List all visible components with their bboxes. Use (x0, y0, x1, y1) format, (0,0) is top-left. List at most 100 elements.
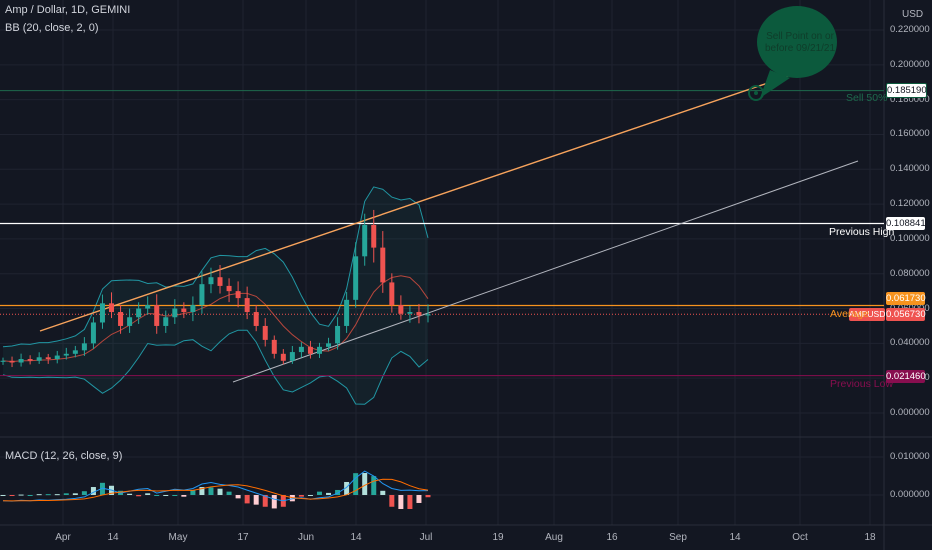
time-tick-label: 16 (606, 532, 618, 543)
candle-body (118, 312, 124, 326)
candle-body (181, 308, 187, 313)
target-dot (754, 91, 758, 95)
candle-body (407, 312, 413, 314)
candle-body (344, 299, 350, 326)
symbol-title[interactable]: Amp / Dollar, 1D, GEMINI (5, 4, 131, 16)
candle-body (298, 346, 304, 353)
time-tick-label: Sep (669, 532, 687, 543)
candle-body (154, 305, 160, 326)
macd-hist-bar (172, 495, 178, 496)
macd-hist-bar (45, 494, 51, 496)
macd-hist-bar (298, 495, 304, 497)
candle-body (398, 305, 404, 314)
price-tick-label: 0.220000 (890, 24, 930, 35)
candle-body (307, 346, 313, 354)
macd-hist-bar (416, 495, 422, 503)
candle-body (335, 325, 341, 344)
support-trendline[interactable] (232, 160, 859, 383)
time-tick-label: Jun (297, 532, 315, 543)
time-tick-label: 19 (492, 532, 504, 543)
sell-level-tag: 0.185190 (886, 83, 927, 98)
candle-body (18, 359, 24, 363)
macd-tick-label: 0.010000 (890, 451, 930, 462)
macd-tick-label: 0.000000 (890, 489, 930, 500)
previous-high-label: Previous High (829, 226, 895, 238)
macd-hist-bar (199, 487, 205, 495)
macd-hist-bar (72, 493, 78, 495)
price-tick-label: 0.000000 (890, 407, 930, 418)
currency-label[interactable]: USD (902, 9, 924, 20)
callout-bubble[interactable] (757, 6, 837, 78)
bb-indicator-title[interactable]: BB (20, close, 2, 0) (5, 22, 99, 34)
bb-upper (2, 186, 429, 348)
candle-body (425, 314, 431, 316)
time-tick-label: 14 (350, 532, 362, 543)
macd-hist-bar (271, 495, 277, 509)
macd-hist-bar (371, 476, 377, 495)
macd-hist-bar (90, 487, 96, 495)
time-tick-label: Aug (545, 532, 563, 543)
macd-hist-bar (380, 490, 386, 495)
resistance-trendline[interactable] (39, 71, 801, 332)
bb-basis (2, 275, 429, 363)
candle-body (45, 357, 51, 360)
time-tick-label: 18 (864, 532, 876, 543)
candle-body (217, 277, 223, 286)
price-tick-label: 0.040000 (890, 337, 930, 349)
macd-hist-bar (389, 495, 395, 507)
macd-hist-bar (335, 489, 341, 495)
macd-hist-bar (307, 495, 313, 496)
candle-body (54, 355, 60, 360)
price-tick-label: 0.200000 (890, 58, 930, 70)
candle-body (172, 308, 178, 318)
macd-hist-bar (353, 473, 359, 495)
candle-body (280, 353, 286, 361)
candle-body (99, 303, 105, 323)
sell-50-label: Sell 50% (846, 92, 888, 104)
macd-hist-bar (253, 495, 259, 505)
macd-indicator-title[interactable]: MACD (12, 26, close, 9) (5, 450, 123, 462)
candle-body (63, 353, 69, 356)
price-tick-label: 0.100000 (890, 232, 930, 244)
macd-hist-bar (145, 493, 151, 495)
candle-body (90, 322, 96, 344)
bb-lower (2, 329, 429, 405)
time-tick-label: Jul (419, 532, 433, 543)
candle-body (199, 284, 205, 306)
macd-hist-bar (362, 473, 368, 495)
candle-body (208, 277, 214, 285)
macd-hist-bar (407, 495, 413, 509)
time-tick-label: Apr (55, 532, 71, 543)
candle-body (271, 339, 277, 354)
macd-hist-bar (398, 495, 404, 509)
sell-point-text: Sell Point on or before 09/21/21 (764, 31, 836, 54)
candle-body (36, 357, 42, 361)
macd-hist-bar (262, 495, 268, 507)
macd-hist-bar (136, 495, 142, 497)
macd-hist-bar (18, 494, 24, 496)
macd-hist-bar (425, 495, 431, 498)
sell-point-callout[interactable] (748, 6, 837, 101)
macd-hist-bar (190, 489, 196, 495)
price-tick-label: 0.120000 (890, 198, 930, 210)
candle-body (389, 282, 395, 306)
previous-low-label: Previous Low (830, 378, 894, 390)
macd-line (2, 470, 429, 502)
macd-hist-bar (81, 491, 87, 495)
macd-hist-bar (9, 495, 15, 496)
price-tick-label: 0.160000 (890, 128, 930, 140)
macd-hist-bar (344, 481, 350, 495)
macd-hist-bar (0, 495, 6, 496)
macd-hist-bar (289, 495, 295, 502)
average-label: Average (830, 308, 869, 320)
macd-hist-bar (27, 495, 33, 496)
macd-panel (0, 470, 431, 509)
candle-body (0, 360, 6, 362)
candle-body (326, 343, 332, 347)
candle-body (27, 359, 33, 361)
last-price-tag: 0.056730 (886, 308, 926, 321)
candle-body (353, 256, 359, 300)
candlesticks (0, 209, 431, 368)
